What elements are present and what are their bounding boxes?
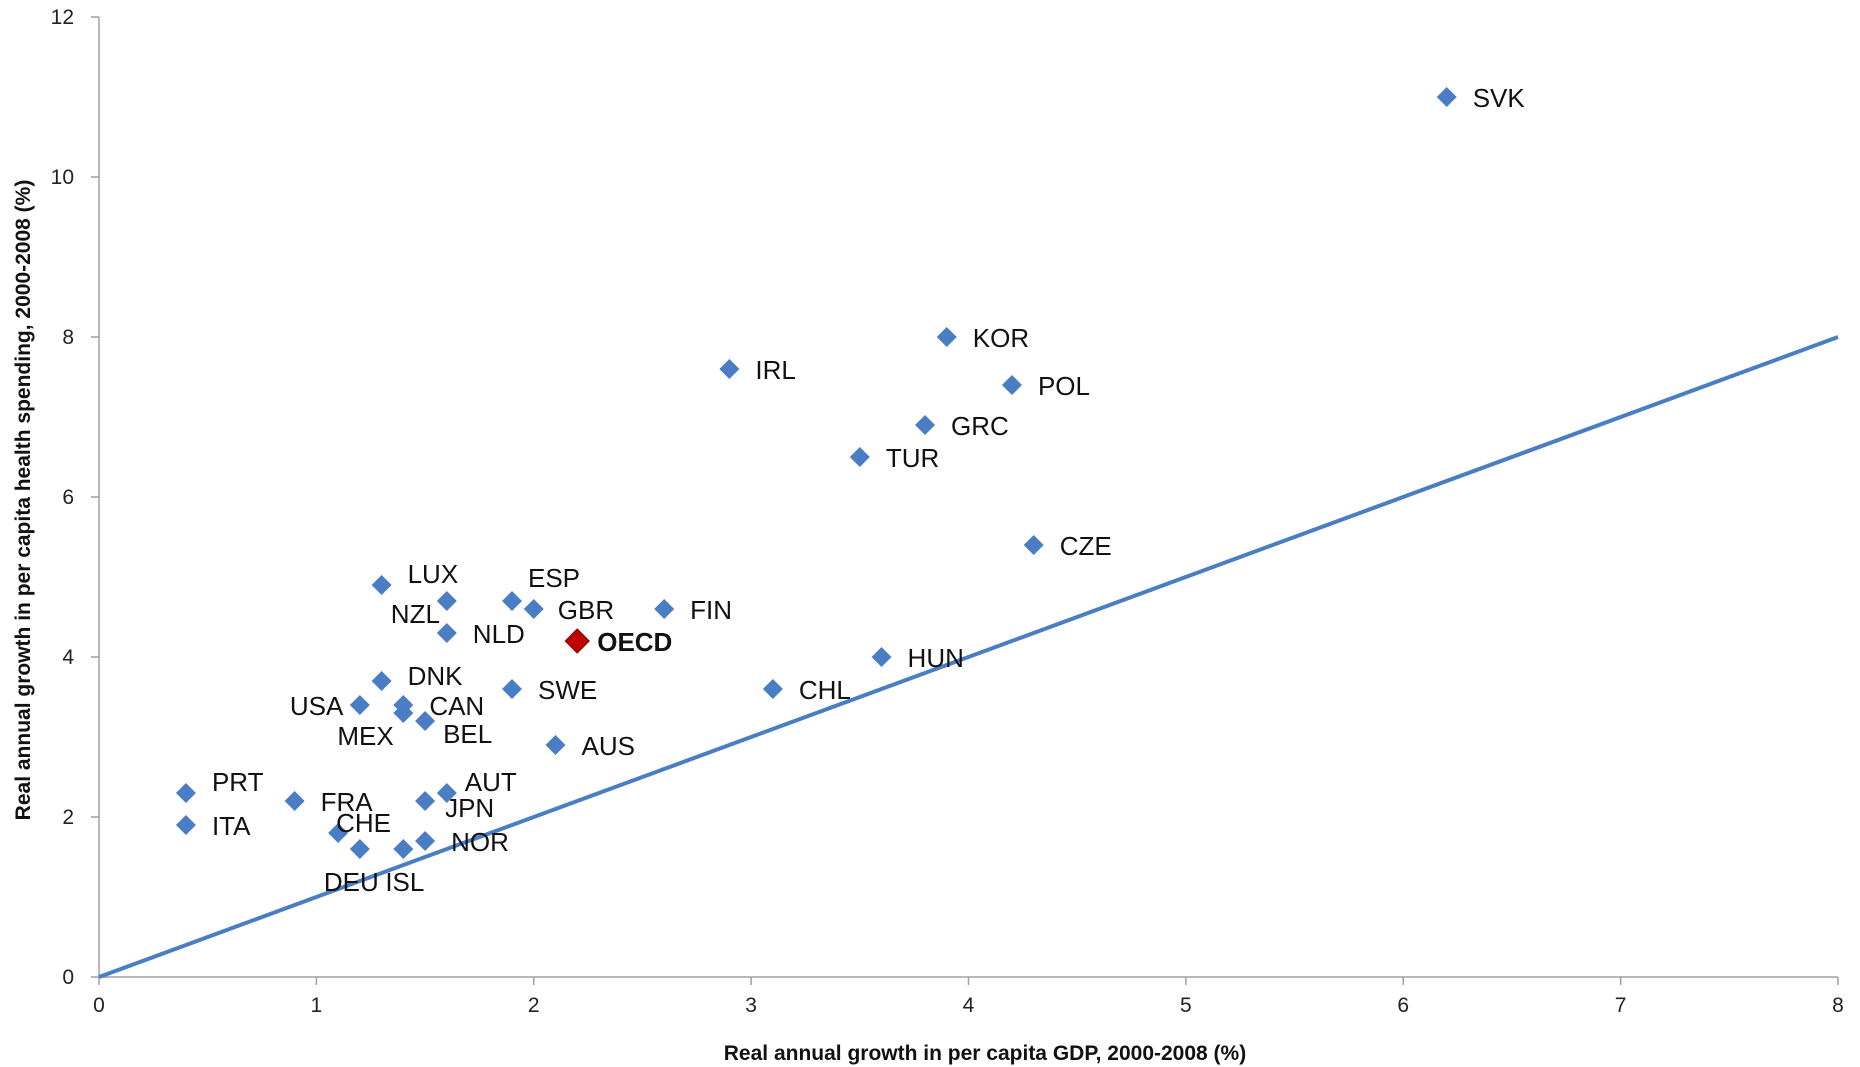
data-point-swe [502, 679, 523, 699]
data-point-esp [502, 591, 523, 611]
data-point-fin [654, 599, 675, 619]
data-point-aut [436, 783, 457, 803]
point-label-chl: CHL [799, 675, 851, 705]
data-point-bel [415, 711, 436, 731]
data-point-che [328, 823, 349, 843]
y-tick-label: 0 [62, 966, 74, 989]
data-point-fra [284, 791, 305, 811]
point-label-grc: GRC [951, 411, 1009, 441]
point-label-nor: NOR [451, 827, 509, 857]
x-tick-label: 4 [963, 994, 975, 1017]
reference-line-group [98, 335, 1839, 979]
data-point-aus [545, 735, 566, 755]
data-point-svk [1436, 87, 1457, 107]
point-labels: SVK KOR IRL POL GRC TUR CZE LUX ESP NZL GBR FIN NLD O… [212, 83, 1525, 897]
x-tick-label: 6 [1397, 994, 1409, 1017]
data-point-ita [175, 815, 196, 835]
data-point-mex [393, 703, 414, 723]
reference-line [98, 335, 1839, 979]
point-label-oecd: OECD [597, 627, 672, 657]
point-label-nzl: NZL [391, 599, 440, 629]
point-label-prt: PRT [212, 767, 264, 797]
point-label-usa: USA [290, 691, 344, 721]
point-label-aut: AUT [465, 767, 517, 797]
data-point-nor [415, 831, 436, 851]
point-label-che: CHE [336, 808, 391, 838]
point-label-jpn: JPN [445, 793, 494, 823]
point-label-aus: AUS [581, 731, 634, 761]
data-point-jpn [415, 791, 436, 811]
point-label-fin: FIN [690, 595, 732, 625]
point-label-deu: DEU [324, 867, 379, 897]
data-point-lux [371, 575, 392, 595]
y-axis-title: Real annual growth in per capita health … [12, 180, 35, 821]
x-tick-label: 0 [93, 994, 105, 1017]
point-label-ita: ITA [212, 811, 251, 841]
data-point-cze [1023, 535, 1044, 555]
data-points [175, 87, 1457, 859]
y-tick-label: 2 [62, 806, 74, 829]
x-tick-label: 5 [1180, 994, 1192, 1017]
y-tick-label: 6 [62, 486, 74, 509]
y-tick-label: 4 [62, 646, 74, 669]
point-label-nld: NLD [473, 619, 525, 649]
point-label-fra: FRA [321, 787, 374, 817]
point-label-can: CAN [429, 691, 484, 721]
data-point-prt [175, 783, 196, 803]
point-label-gbr: GBR [558, 595, 614, 625]
data-point-usa [349, 695, 370, 715]
point-label-isl: ISL [385, 867, 424, 897]
data-point-chl [762, 679, 783, 699]
point-label-tur: TUR [886, 443, 939, 473]
point-label-esp: ESP [528, 563, 580, 593]
data-point-isl [393, 839, 414, 859]
x-tick-label: 7 [1615, 994, 1627, 1017]
data-point-oecd [564, 628, 590, 654]
point-label-hun: HUN [908, 643, 964, 673]
point-label-dnk: DNK [408, 661, 464, 691]
point-label-svk: SVK [1473, 83, 1526, 113]
point-label-mex: MEX [337, 721, 393, 751]
data-point-tur [849, 447, 870, 467]
x-tick-label: 8 [1832, 994, 1844, 1017]
point-label-kor: KOR [973, 323, 1029, 353]
point-label-cze: CZE [1060, 531, 1112, 561]
point-label-irl: IRL [755, 355, 795, 385]
point-label-bel: BEL [443, 719, 492, 749]
x-tick-label: 2 [528, 994, 540, 1017]
point-label-pol: POL [1038, 371, 1090, 401]
data-point-gbr [523, 599, 544, 619]
x-tick-label: 1 [311, 994, 323, 1017]
y-tick-label: 10 [51, 166, 74, 189]
data-point-hun [871, 647, 892, 667]
data-point-grc [915, 415, 936, 435]
data-point-nld [436, 623, 457, 643]
y-tick-label: 8 [62, 326, 74, 349]
data-point-pol [1001, 375, 1022, 395]
data-point-dnk [371, 671, 392, 691]
point-label-lux: LUX [408, 559, 459, 589]
data-point-irl [719, 359, 740, 379]
y-tick-label: 12 [51, 6, 74, 29]
point-label-swe: SWE [538, 675, 597, 705]
x-tick-label: 3 [745, 994, 757, 1017]
data-point-deu [349, 839, 370, 859]
x-axis-title: Real annual growth in per capita GDP, 20… [724, 1042, 1246, 1065]
data-point-nzl [436, 591, 457, 611]
data-point-kor [936, 327, 957, 347]
